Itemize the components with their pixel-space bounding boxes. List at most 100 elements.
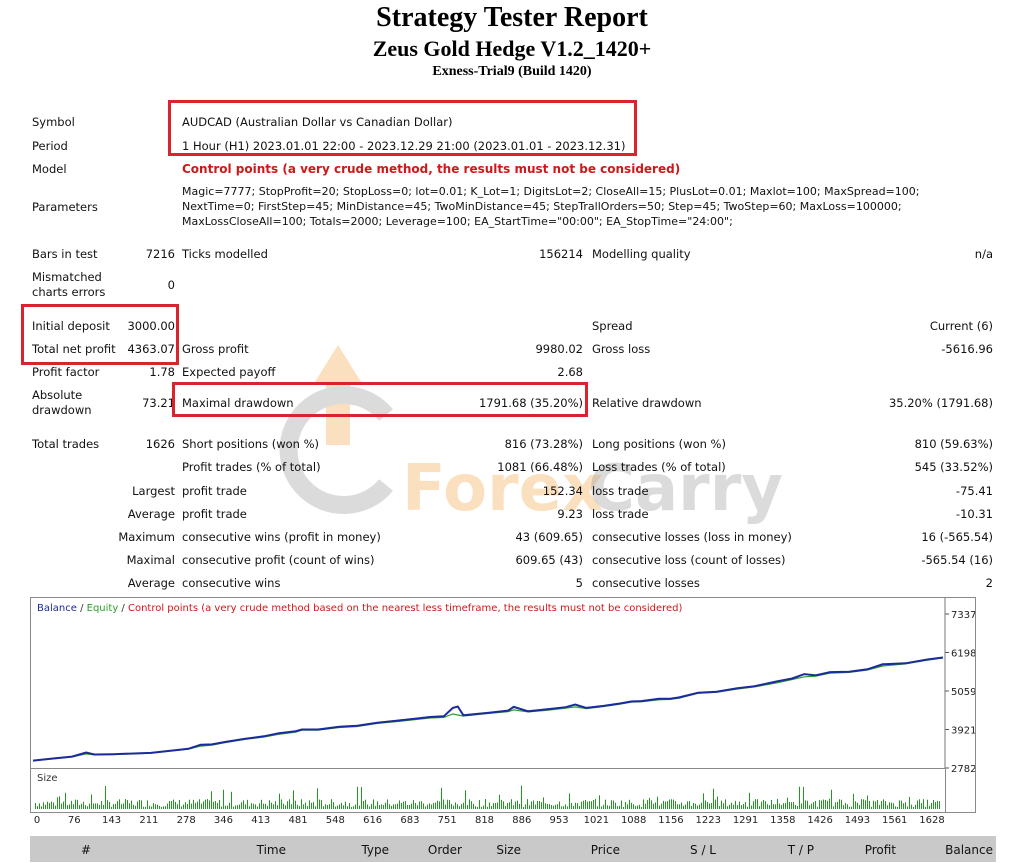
volume-bar — [169, 800, 170, 809]
watermark-text-forex: Forex — [402, 452, 604, 526]
reldd-value: 35.20% (1791.68) — [888, 396, 993, 410]
period-label: Period — [32, 139, 68, 153]
volume-bar — [893, 803, 894, 809]
max-wins-label: consecutive wins (profit in money) — [182, 530, 381, 544]
volume-bar — [613, 800, 614, 809]
table-header-number[interactable]: # — [80, 843, 91, 857]
volume-bar — [559, 801, 560, 809]
volume-bar — [411, 803, 412, 809]
volume-bar — [687, 801, 688, 809]
spread-label: Spread — [592, 319, 633, 333]
table-header-time[interactable]: Time — [256, 843, 286, 857]
volume-bar — [921, 803, 922, 809]
volume-bar — [895, 806, 896, 809]
short-label: Short positions (won %) — [182, 437, 320, 451]
legend-slash: / — [118, 603, 128, 614]
max-losses-label: consecutive losses (loss in money) — [592, 530, 792, 544]
table-header-t-p[interactable]: T / P — [787, 843, 814, 857]
volume-bar — [279, 793, 280, 809]
x-tick-label: 886 — [512, 815, 531, 826]
absdd-value: 73.21 — [142, 396, 175, 410]
volume-bar — [319, 799, 320, 809]
volume-bar — [499, 794, 500, 809]
volume-bar — [623, 806, 624, 809]
bars-value: 7216 — [145, 247, 175, 261]
volume-bar — [653, 803, 654, 809]
balance-chart-svg: Balance / Equity / Control points (a ver… — [32, 598, 975, 812]
volume-bar — [105, 786, 106, 809]
x-tick-label: 0 — [34, 815, 40, 826]
volume-bar — [751, 805, 752, 809]
grossprofit-label: Gross profit — [182, 342, 249, 356]
volume-bar — [35, 803, 36, 809]
volume-bar — [435, 802, 436, 809]
legend-balance: Balance — [37, 603, 77, 614]
volume-bar — [793, 802, 794, 809]
volume-bar — [223, 789, 224, 809]
volume-bar — [555, 804, 556, 809]
volume-bar — [315, 806, 316, 809]
volume-bar — [867, 795, 868, 809]
volume-bar — [475, 806, 476, 809]
volume-bar — [155, 804, 156, 809]
table-header-price[interactable]: Price — [590, 843, 620, 857]
volume-bar — [635, 806, 636, 809]
maximal-loss-label: consecutive loss (count of losses) — [592, 553, 786, 567]
volume-bar — [569, 793, 570, 809]
grossloss-value: -5616.96 — [941, 342, 993, 356]
volume-bar — [341, 802, 342, 809]
volume-bar — [925, 806, 926, 809]
volume-bar — [821, 800, 822, 809]
volume-bar — [565, 804, 566, 809]
volume-bar — [887, 805, 888, 809]
volume-bar — [93, 803, 94, 809]
table-header-balance[interactable]: Balance — [945, 843, 993, 857]
volume-bar — [911, 804, 912, 809]
volume-bar — [251, 803, 252, 809]
volume-bar — [101, 801, 102, 809]
volume-bar — [197, 801, 198, 809]
volume-bar — [253, 803, 254, 809]
volume-bar — [859, 804, 860, 809]
volume-bar — [263, 803, 264, 809]
volume-bar — [225, 805, 226, 809]
volume-bar — [309, 800, 310, 809]
x-tick-label: 481 — [288, 815, 307, 826]
volume-bar — [901, 800, 902, 809]
table-header-size[interactable]: Size — [496, 843, 521, 857]
volume-bar — [343, 805, 344, 809]
volume-bar — [65, 792, 66, 809]
table-header-s-l[interactable]: S / L — [690, 843, 716, 857]
volume-bar — [495, 803, 496, 809]
volume-bar — [311, 802, 312, 809]
volume-bar — [771, 800, 772, 809]
x-tick-label: 1088 — [621, 815, 646, 826]
volume-bar — [533, 800, 534, 809]
table-header-order[interactable]: Order — [427, 843, 462, 857]
volume-bar — [915, 804, 916, 809]
volume-bar — [739, 801, 740, 809]
volume-bar — [673, 799, 674, 809]
volume-bar — [639, 804, 640, 809]
x-tick-label: 1223 — [696, 815, 721, 826]
volume-bar — [605, 799, 606, 809]
table-header-profit[interactable]: Profit — [864, 843, 896, 857]
volume-bar — [697, 805, 698, 809]
volume-bar — [235, 805, 236, 809]
max-wins-value: 43 (609.65) — [515, 530, 583, 544]
volume-bar — [331, 799, 332, 809]
ticks-label: Ticks modelled — [182, 247, 268, 261]
volume-bar — [123, 803, 124, 809]
table-header-type[interactable]: Type — [361, 843, 389, 857]
volume-bar — [541, 802, 542, 809]
volume-bar — [267, 805, 268, 809]
deposit-value: 3000.00 — [127, 319, 175, 333]
volume-bar — [47, 801, 48, 809]
volume-bar — [545, 803, 546, 809]
volume-bar — [817, 806, 818, 809]
spread-value: Current (6) — [929, 319, 993, 333]
volume-bar — [611, 800, 612, 809]
volume-bar — [845, 802, 846, 809]
volume-bar — [693, 802, 694, 809]
volume-bar — [621, 800, 622, 809]
